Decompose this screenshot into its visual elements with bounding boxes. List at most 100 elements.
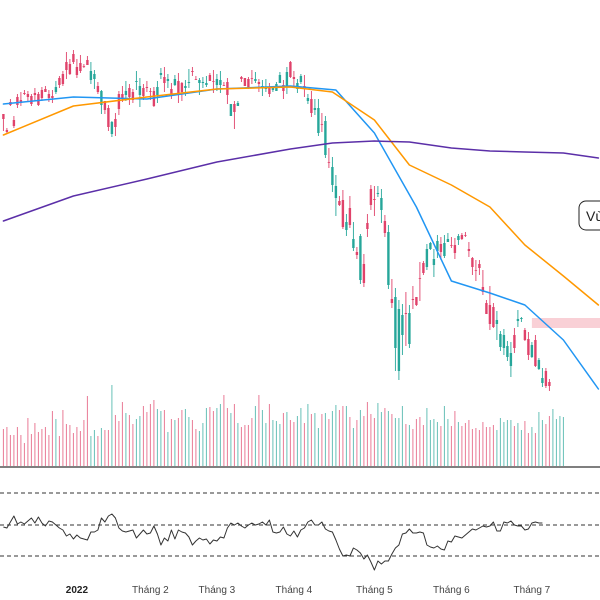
candle-body [516,319,520,321]
candle-body [219,80,222,85]
candle-body [89,71,93,80]
candle-body [541,378,544,383]
candle [30,94,33,106]
candle-body [121,94,124,98]
candle-body [170,89,173,95]
volume-bars [2,385,564,466]
candle-body [138,86,142,95]
candle [282,80,285,99]
candle-body [460,235,464,239]
candle [345,214,348,236]
candle-body [446,239,450,242]
candle-body [163,77,166,83]
candle-body [376,193,380,194]
candle-body [523,330,527,340]
candle [12,116,16,128]
candle [362,254,366,287]
candle-body [436,241,439,251]
candle [236,101,240,106]
candle [68,59,72,75]
candle [446,233,450,242]
candle [520,317,523,322]
candle [408,305,411,348]
candle [429,242,432,250]
candle [478,260,481,275]
x-tick-label: Tháng 5 [356,585,393,596]
annotation-text: Vù [586,208,600,224]
candle [215,74,219,91]
candle [82,64,86,68]
candle-body [345,222,348,230]
candle-body [537,360,541,369]
candle-body [317,108,320,133]
candle [471,257,474,275]
candle-body [502,335,506,348]
candle-body [369,189,373,205]
candle-body [264,88,268,89]
candle-body [327,162,331,163]
candle-body [380,198,383,210]
candle-body [467,249,471,251]
candle [26,91,30,101]
candle [443,235,446,258]
candle-body [142,88,145,96]
candle [359,234,362,284]
candle-body [299,76,303,82]
candle-body [233,104,236,112]
candle [380,189,383,223]
candle-body [495,320,499,324]
candle-body [341,200,345,227]
candle [61,71,65,86]
moving-averages [2,85,600,390]
candle [194,76,198,80]
candle [527,332,530,360]
candle-body [548,382,551,386]
candle-body [530,345,534,357]
candle [334,175,338,216]
candle-body [257,82,261,84]
candle [457,234,460,245]
candle [397,300,401,380]
candle [390,279,394,308]
candle-body [79,63,82,71]
candle [222,82,226,86]
candle [548,379,551,391]
candle-body [366,223,369,229]
candle-body [215,79,219,85]
candle-body [289,62,292,77]
candle [135,71,138,90]
candle-body [439,244,443,252]
candle-body [30,96,33,104]
candle [530,342,534,358]
candle-body [117,94,121,109]
candle-body [394,297,397,348]
candle-body [107,108,110,127]
candle [257,79,261,92]
candle [170,83,173,99]
candle-body [485,303,488,314]
candle-body [5,130,9,132]
candle [254,72,257,83]
candle [233,101,236,129]
candle [65,52,68,79]
candle [436,235,439,258]
candle [418,262,422,301]
candle-body [387,232,390,285]
candle [2,114,5,131]
candle-body [334,186,338,198]
candle-body [191,71,194,72]
candle-body [110,122,114,134]
candle-body [33,93,37,95]
candle [366,214,369,237]
candle-body [243,78,247,86]
candle [401,304,404,355]
candle [467,242,471,257]
candle-body [478,264,481,268]
candle [439,237,443,260]
candle [124,81,128,101]
candle-body [103,101,107,110]
candle [537,358,541,370]
candle-body [180,83,184,92]
candle [320,113,324,132]
candle-body [359,236,362,280]
